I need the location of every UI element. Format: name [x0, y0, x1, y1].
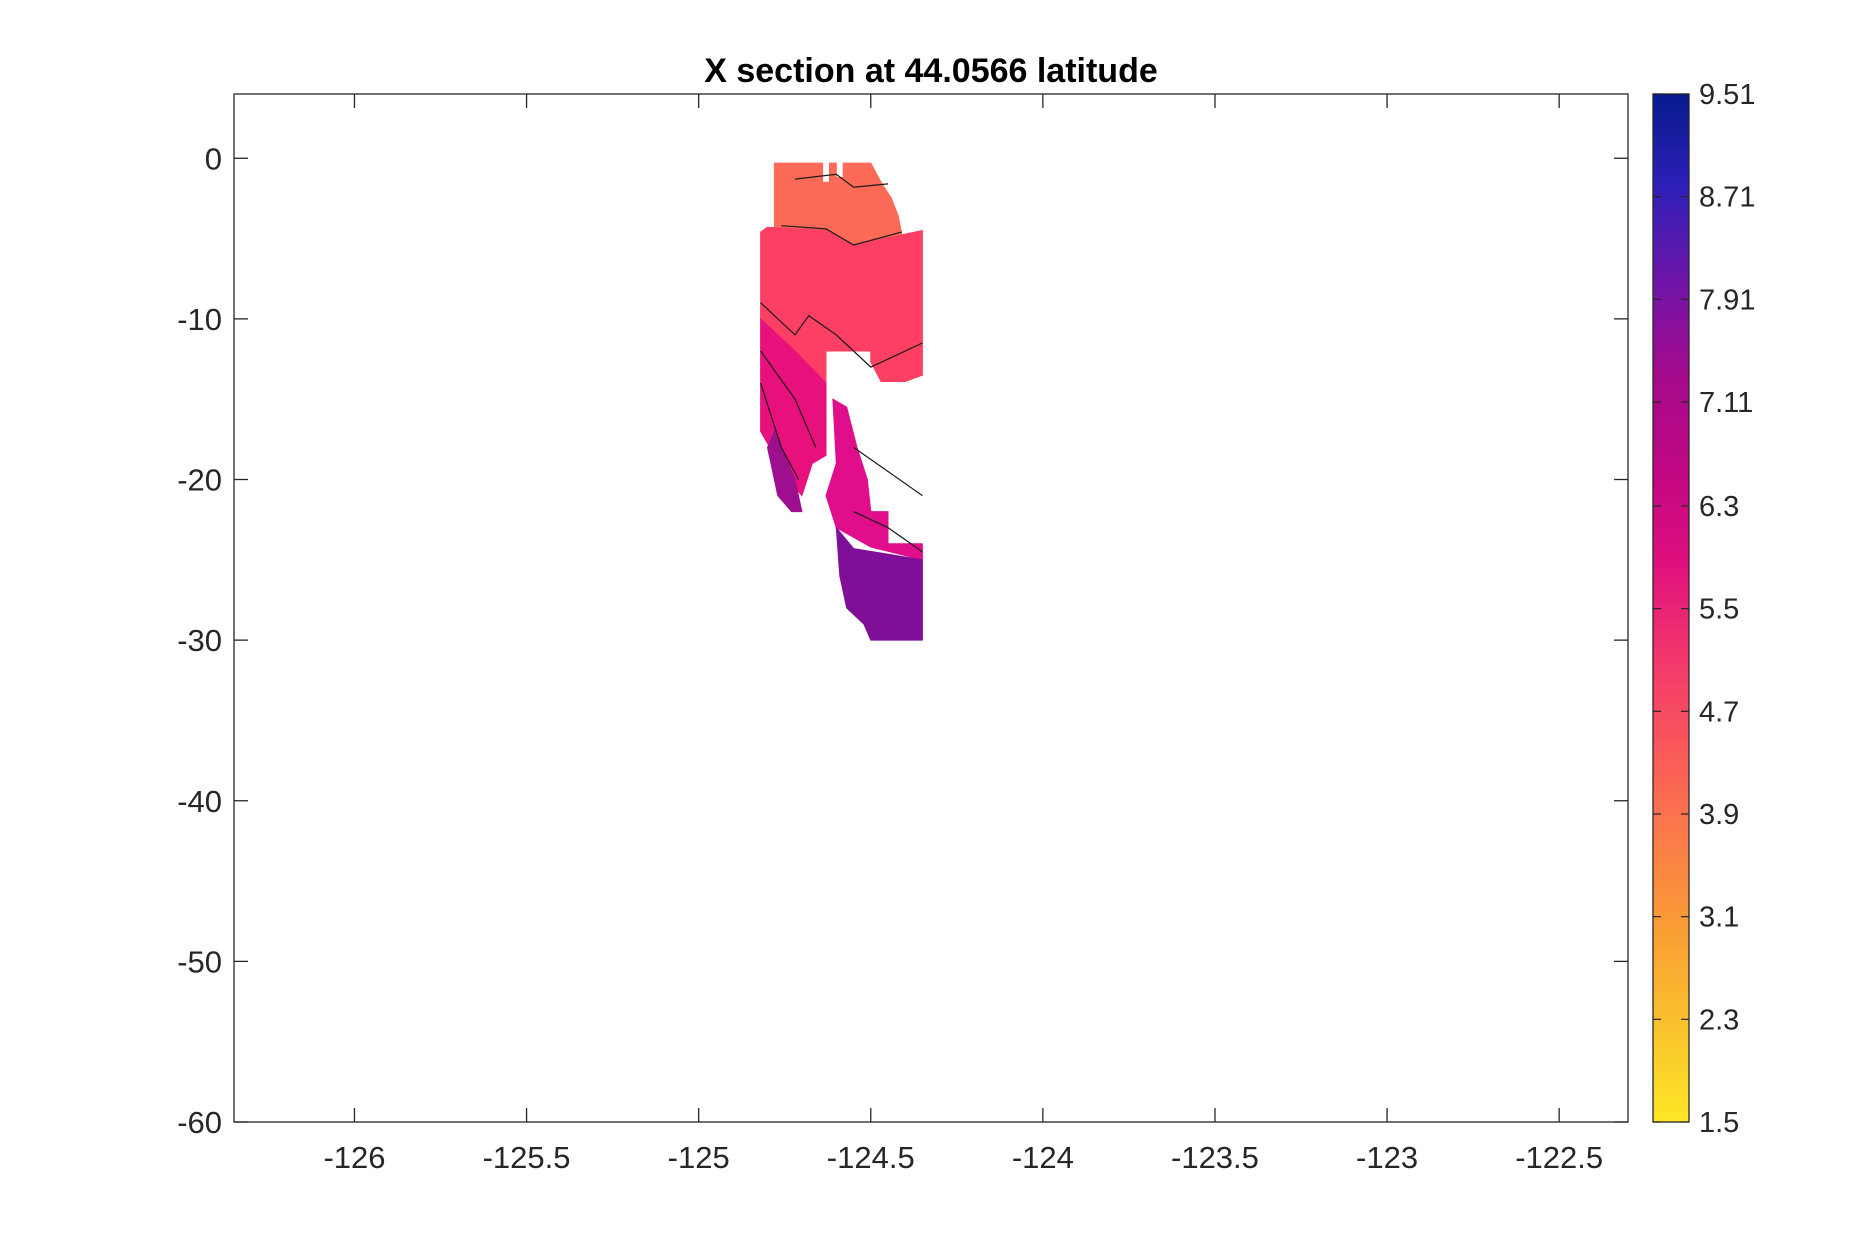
contour-region-6: [835, 526, 923, 641]
colorbar-tick-label: 2.3: [1699, 1004, 1739, 1036]
chart-title: X section at 44.0566 latitude: [704, 52, 1158, 90]
colorbar: 9.51 8.71 7.91 7.11 6.3 5.5 4.7 3.9 3.1 2.3 1.5: [1652, 79, 1755, 1139]
contour-line-1: [781, 225, 902, 246]
colorbar-tick-label: 1.5: [1699, 1107, 1739, 1139]
y-tick-label: -50: [177, 944, 222, 979]
contour-region-4: [825, 398, 923, 561]
colorbar-tick-label: 9.51: [1699, 79, 1755, 111]
colorbar-tick-label: 3.1: [1699, 902, 1739, 934]
contour-region-5: [766, 430, 803, 513]
contour-line-5: [760, 382, 800, 480]
x-tick-label: -123: [1356, 1140, 1418, 1175]
y-tick-label: -30: [177, 623, 222, 658]
colorbar-tick-label: 3.9: [1699, 799, 1739, 831]
contour-line-7: [853, 511, 923, 553]
x-tick-label: -124.5: [827, 1140, 915, 1175]
contour-line-4: [760, 350, 817, 448]
colorbar-gradient: [1652, 93, 1690, 1123]
plot-area: [760, 162, 923, 641]
x-tick-label: -125: [668, 1140, 730, 1175]
y-tick-label: -10: [177, 302, 222, 337]
y-tick-label: -40: [177, 784, 222, 819]
x-tick-label: -125.5: [483, 1140, 571, 1175]
y-tick-label: -60: [177, 1105, 222, 1140]
contour-line-6: [853, 446, 923, 497]
contour-line-2: [794, 173, 889, 188]
y-tick-label: 0: [205, 141, 222, 176]
x-tick-label: -123.5: [1171, 1140, 1259, 1175]
colorbar-tick-label: 5.5: [1699, 594, 1739, 626]
x-tick-label: -124: [1012, 1140, 1074, 1175]
colorbar-tick-label: 6.3: [1699, 491, 1739, 523]
colorbar-tick-label: 7.11: [1699, 387, 1753, 419]
x-tick-label: -122.5: [1515, 1140, 1603, 1175]
colorbar-tick-label: 7.91: [1699, 284, 1755, 316]
axes: -126 -125.5 -125 -124.5 -124 -123.5 -123 -122.5…: [177, 93, 1629, 1175]
y-tick-label: -20: [177, 463, 222, 498]
colorbar-tick-label: 4.7: [1699, 696, 1739, 728]
contour-line-3: [760, 302, 923, 368]
axes-box: [233, 93, 1629, 1123]
colorbar-tick-label: 8.71: [1699, 182, 1755, 214]
x-tick-label: -126: [323, 1140, 385, 1175]
